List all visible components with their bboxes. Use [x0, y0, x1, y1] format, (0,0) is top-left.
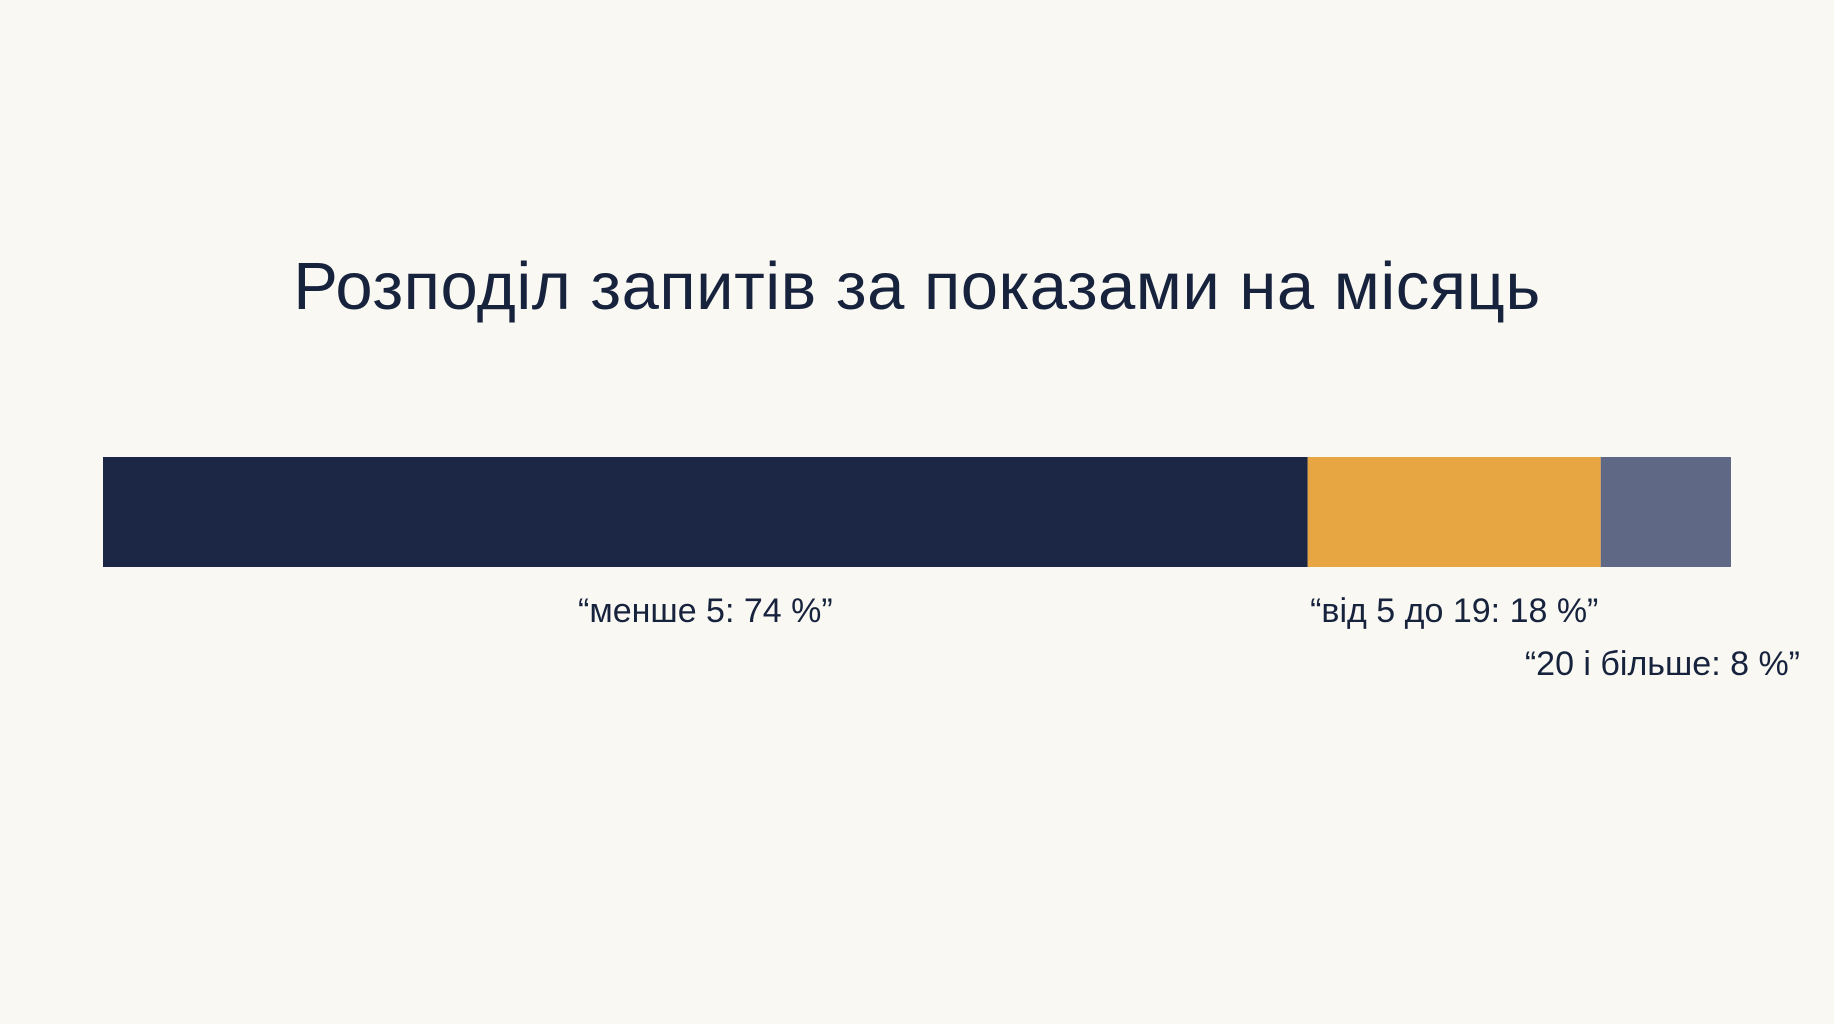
bar-segment-3	[1600, 457, 1731, 567]
bar-segment-2	[1307, 457, 1601, 567]
segment-label-2: “від 5 до 19: 18 %”	[1310, 592, 1598, 630]
chart-title: Розподіл запитів за показами на місяць	[293, 249, 1541, 324]
bar-segment-1	[103, 457, 1308, 567]
segment-label-3: “20 і більше: 8 %”	[1525, 645, 1800, 683]
segment-label-1: “менше 5: 74 %”	[578, 592, 833, 630]
